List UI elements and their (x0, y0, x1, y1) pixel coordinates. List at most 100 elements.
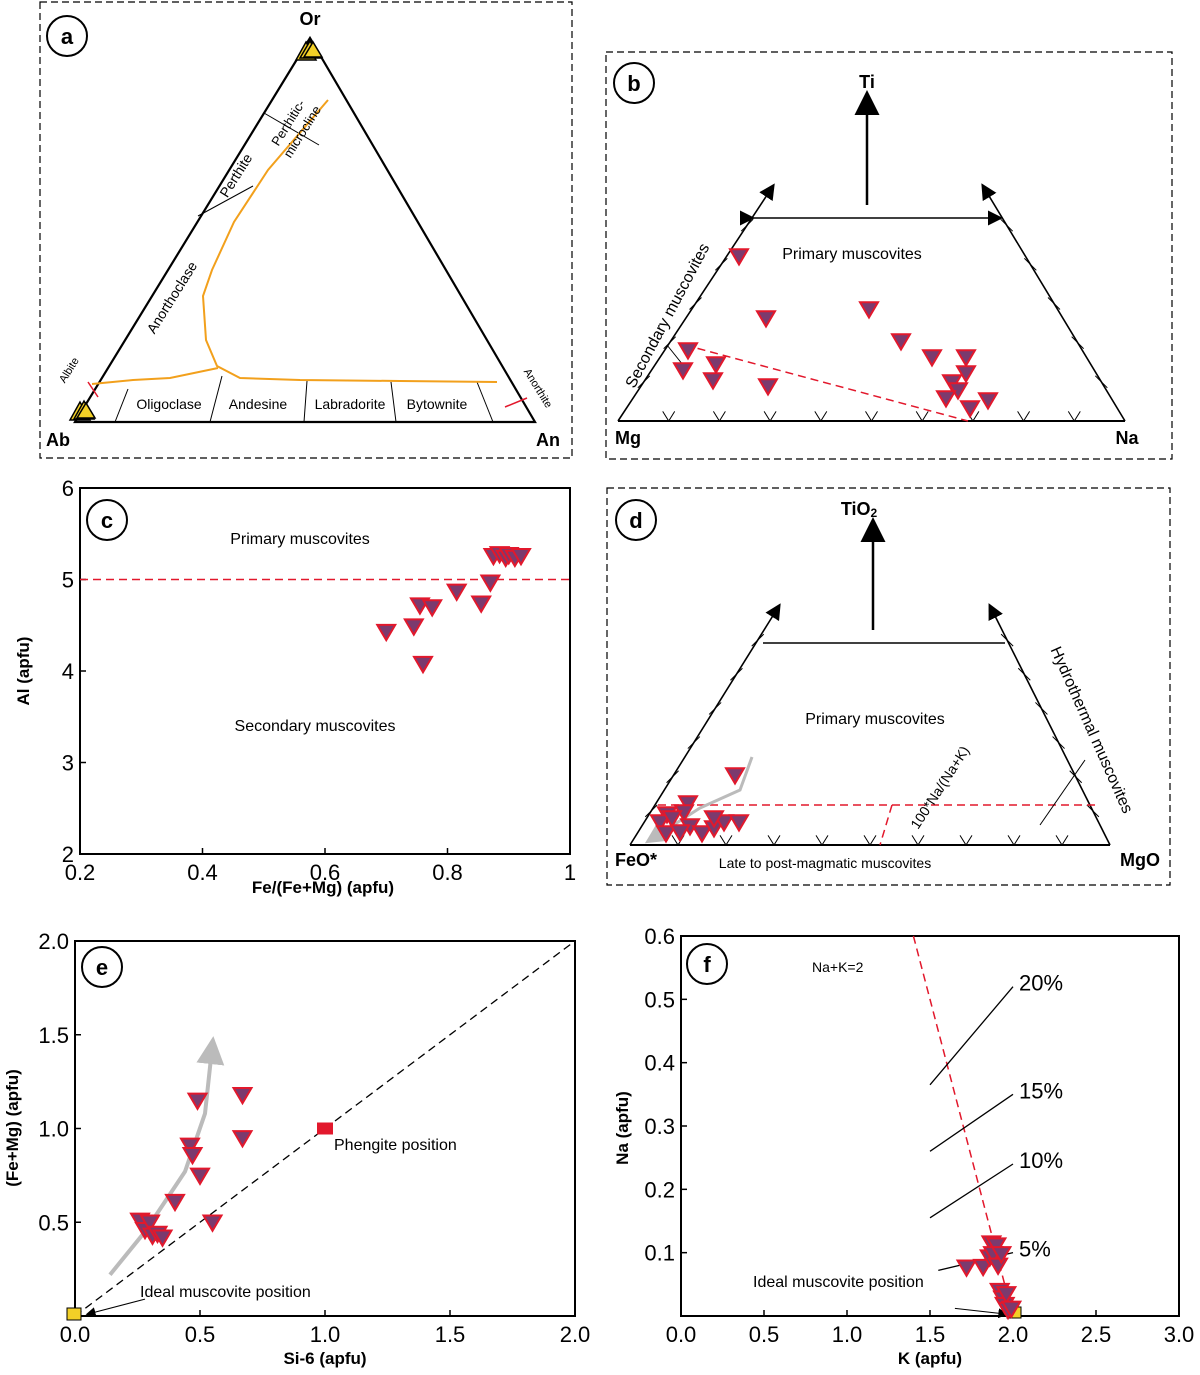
ticks-d (644, 633, 1100, 846)
panel-label-e: e (96, 955, 108, 980)
axes-c: 0.2 0.4 0.6 0.8 1 2 3 4 5 6 (62, 476, 576, 885)
vertex-or: Or (299, 9, 320, 29)
data-point-d (703, 810, 725, 829)
field-albite: Albite (57, 356, 82, 386)
ratio-line (929, 986, 1014, 1086)
data-point-c (375, 623, 397, 643)
vertex-an: An (536, 430, 560, 450)
xtick-label: 1.0 (310, 1322, 341, 1347)
data-point-d (728, 814, 750, 833)
xtick-label: 0.5 (749, 1322, 780, 1347)
region-primary-b: Primary muscovites (782, 246, 922, 263)
feldspar-markers-ab (68, 399, 97, 421)
vertex-ab: Ab (46, 430, 70, 450)
data-point-e (181, 1147, 204, 1166)
panel-e: e 0.0 0.5 1.0 1.5 2.0 0.5 1.0 1.5 2.0 Phengite p… (3, 929, 590, 1368)
ratio-label-f: 100*Na/(Na+K) (907, 743, 972, 832)
ytick-label: 0.3 (644, 1114, 675, 1139)
ylabel-f: Na (apfu) (613, 1091, 632, 1165)
field-labradorite: Labradorite (315, 396, 386, 412)
data-point-f (955, 1259, 978, 1278)
data-point-b (858, 301, 880, 320)
annotations-f: 20% 15% 10% 5% (912, 935, 1063, 1319)
data-point-e (179, 1137, 201, 1156)
panel-label-f: f (703, 952, 711, 977)
xtick-label: 0.5 (185, 1322, 216, 1347)
data-point-d (677, 795, 699, 814)
ylabel-e: (Fe+Mg) (apfu) (3, 1069, 22, 1187)
field-oligoclase: Oligoclase (136, 396, 202, 412)
xtick-label: 2.0 (998, 1322, 1029, 1347)
panel-label-b: b (627, 71, 640, 96)
points-e (129, 1087, 254, 1248)
data-point-c (510, 547, 532, 567)
ratio-line (929, 1093, 1014, 1152)
data-point-b (955, 365, 977, 384)
xtick-label: 1.0 (832, 1322, 863, 1347)
feldspar-markers-or (294, 39, 324, 61)
xlabel-f: K (apfu) (898, 1349, 962, 1368)
xlabel-c: Fe/(Fe+Mg) (apfu) (252, 878, 394, 897)
field-anorthite: Anorthite (521, 367, 555, 411)
data-point-c (479, 574, 502, 593)
vertex-mgo: MgO (1120, 850, 1160, 870)
data-point-e (201, 1214, 224, 1233)
panel-b: b Mg Na Ti Primary muscovites Secondary … (605, 51, 1173, 460)
xtick-label: 0.2 (65, 860, 96, 885)
ratio-line-label: 15% (1019, 1078, 1063, 1103)
ytick-label: 4 (62, 659, 74, 684)
data-point-b (705, 356, 727, 375)
data-point-c (421, 599, 443, 618)
region-primary-c: Primary muscovites (230, 531, 370, 548)
ratio-line (929, 1163, 1014, 1219)
ideal-marker-e (66, 1307, 82, 1321)
data-point-d (649, 814, 671, 833)
region-secondary-c: Secondary muscovites (235, 718, 396, 735)
ytick-label: 2 (62, 842, 74, 867)
ytick-label: 0.6 (644, 924, 675, 949)
data-point-e (231, 1130, 254, 1149)
data-point-f (1000, 1300, 1023, 1319)
phengite-label: Phengite position (334, 1137, 457, 1154)
data-point-b (977, 392, 999, 411)
data-point-d (724, 767, 746, 786)
vertex-na: Na (1115, 428, 1139, 448)
data-point-f (985, 1237, 1008, 1256)
ytick-label: 5 (62, 568, 74, 593)
vertex-feo: FeO* (615, 850, 657, 870)
data-point-b (935, 390, 957, 409)
points-c (80, 546, 570, 675)
data-point-e (189, 1167, 211, 1186)
xtick-label: 0.6 (310, 860, 341, 885)
data-point-b (755, 310, 777, 329)
xtick-label: 0.4 (187, 860, 218, 885)
data-point-b (955, 349, 977, 368)
ratio-line-label: 5% (1019, 1237, 1051, 1262)
annotations-e (66, 940, 576, 1321)
data-point-b (959, 400, 981, 419)
data-point-b (890, 333, 912, 352)
region-primary-d: Primary muscovites (805, 711, 945, 728)
ylabel-c: Al (apfu) (14, 637, 33, 706)
data-point-b (677, 342, 699, 361)
xtick-label: 0.0 (60, 1322, 91, 1347)
vertex-tio2: TiO2 (841, 499, 878, 520)
line-label-f: Na+K=2 (812, 959, 864, 975)
points-f (955, 1235, 1023, 1321)
data-point-d (661, 810, 683, 829)
panel-label-a: a (61, 24, 74, 49)
xtick-label: 1 (564, 860, 576, 885)
data-point-d (669, 824, 691, 843)
ratio-line-label: 10% (1019, 1148, 1063, 1173)
xtick-label: 0.8 (432, 860, 463, 885)
xtick-label: 3.0 (1164, 1322, 1195, 1347)
ytick-label: 0.4 (644, 1051, 675, 1076)
ytick-label: 1.5 (38, 1023, 69, 1048)
xlabel-e: Si-6 (apfu) (283, 1349, 366, 1368)
data-point-b (702, 372, 724, 391)
panel-d: d FeO* MgO TiO2 Primary muscovites Hydro… (606, 487, 1171, 886)
region-late-d: Late to post-magmatic muscovites (719, 855, 931, 871)
vertex-ti: Ti (859, 72, 875, 92)
data-point-b (757, 378, 779, 397)
ytick-label: 1.0 (38, 1117, 69, 1142)
